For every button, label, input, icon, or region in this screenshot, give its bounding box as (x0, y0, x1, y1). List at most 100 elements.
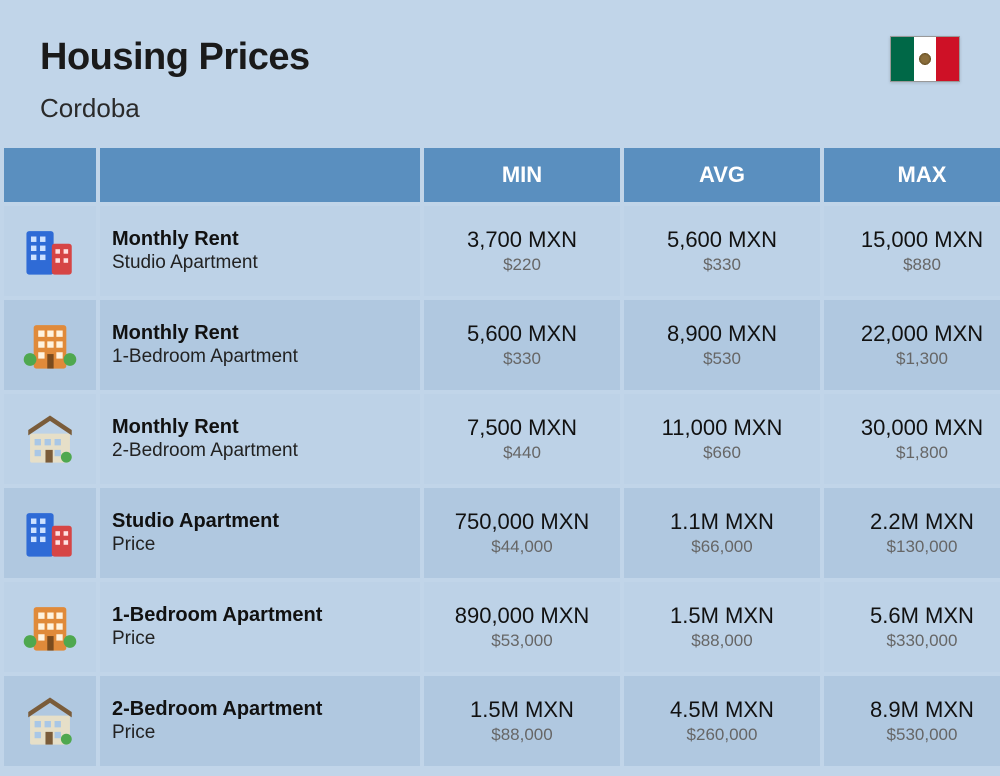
row-title: 2-Bedroom Apartment (112, 697, 408, 721)
value-usd: $330 (436, 349, 608, 369)
value-mxn: 11,000 MXN (636, 415, 808, 441)
value-usd: $1,800 (836, 443, 1000, 463)
row-icon-cell (4, 582, 96, 672)
cell-max: 2.2M MXN $130,000 (824, 488, 1000, 578)
value-mxn: 1.5M MXN (436, 697, 608, 723)
table-row: Studio Apartment Price 750,000 MXN $44,0… (4, 488, 1000, 578)
row-subtitle: Price (112, 627, 408, 651)
row-subtitle: Studio Apartment (112, 251, 408, 275)
row-label-cell: 2-Bedroom Apartment Price (100, 676, 420, 766)
value-mxn: 4.5M MXN (636, 697, 808, 723)
buildings-blue-red-icon (19, 504, 81, 562)
value-mxn: 2.2M MXN (836, 509, 1000, 535)
mexico-flag-icon (890, 36, 960, 82)
row-subtitle: Price (112, 721, 408, 745)
value-usd: $66,000 (636, 537, 808, 557)
value-usd: $88,000 (636, 631, 808, 651)
cell-avg: 4.5M MXN $260,000 (624, 676, 820, 766)
cell-max: 22,000 MXN $1,300 (824, 300, 1000, 390)
value-usd: $440 (436, 443, 608, 463)
value-mxn: 5,600 MXN (636, 227, 808, 253)
value-usd: $880 (836, 255, 1000, 275)
value-usd: $260,000 (636, 725, 808, 745)
page-subtitle: Cordoba (40, 93, 960, 124)
cell-avg: 11,000 MXN $660 (624, 394, 820, 484)
cell-max: 8.9M MXN $530,000 (824, 676, 1000, 766)
page-header: Housing Prices Cordoba (0, 0, 1000, 144)
value-mxn: 750,000 MXN (436, 509, 608, 535)
row-title: 1-Bedroom Apartment (112, 603, 408, 627)
row-icon-cell (4, 394, 96, 484)
housing-prices-table: MIN AVG MAX Monthly Rent Studio Apartmen… (0, 144, 1000, 770)
col-header-max: MAX (824, 148, 1000, 202)
row-label-cell: Monthly Rent 2-Bedroom Apartment (100, 394, 420, 484)
cell-avg: 1.5M MXN $88,000 (624, 582, 820, 672)
value-mxn: 1.1M MXN (636, 509, 808, 535)
row-subtitle: 1-Bedroom Apartment (112, 345, 408, 369)
row-icon-cell (4, 206, 96, 296)
value-mxn: 5.6M MXN (836, 603, 1000, 629)
table-row: Monthly Rent 2-Bedroom Apartment 7,500 M… (4, 394, 1000, 484)
value-usd: $53,000 (436, 631, 608, 651)
buildings-blue-red-icon (19, 222, 81, 280)
table-header-row: MIN AVG MAX (4, 148, 1000, 202)
value-usd: $44,000 (436, 537, 608, 557)
row-icon-cell (4, 676, 96, 766)
row-label-cell: Studio Apartment Price (100, 488, 420, 578)
row-subtitle: Price (112, 533, 408, 557)
col-header-min: MIN (424, 148, 620, 202)
row-title: Monthly Rent (112, 227, 408, 251)
value-mxn: 890,000 MXN (436, 603, 608, 629)
row-label-cell: 1-Bedroom Apartment Price (100, 582, 420, 672)
cell-avg: 1.1M MXN $66,000 (624, 488, 820, 578)
row-subtitle: 2-Bedroom Apartment (112, 439, 408, 463)
table-row: 1-Bedroom Apartment Price 890,000 MXN $5… (4, 582, 1000, 672)
row-title: Studio Apartment (112, 509, 408, 533)
value-usd: $330 (636, 255, 808, 275)
table-row: Monthly Rent Studio Apartment 3,700 MXN … (4, 206, 1000, 296)
row-title: Monthly Rent (112, 415, 408, 439)
house-beige-icon (19, 692, 81, 750)
value-usd: $530 (636, 349, 808, 369)
cell-min: 890,000 MXN $53,000 (424, 582, 620, 672)
value-usd: $220 (436, 255, 608, 275)
value-usd: $130,000 (836, 537, 1000, 557)
cell-avg: 8,900 MXN $530 (624, 300, 820, 390)
table-row: Monthly Rent 1-Bedroom Apartment 5,600 M… (4, 300, 1000, 390)
cell-max: 15,000 MXN $880 (824, 206, 1000, 296)
value-mxn: 7,500 MXN (436, 415, 608, 441)
cell-min: 7,500 MXN $440 (424, 394, 620, 484)
row-label-cell: Monthly Rent 1-Bedroom Apartment (100, 300, 420, 390)
building-orange-icon (19, 598, 81, 656)
page-title: Housing Prices (40, 36, 960, 79)
value-usd: $660 (636, 443, 808, 463)
row-title: Monthly Rent (112, 321, 408, 345)
table-row: 2-Bedroom Apartment Price 1.5M MXN $88,0… (4, 676, 1000, 766)
cell-min: 3,700 MXN $220 (424, 206, 620, 296)
value-mxn: 3,700 MXN (436, 227, 608, 253)
col-header-blank-label (100, 148, 420, 202)
value-usd: $530,000 (836, 725, 1000, 745)
value-mxn: 15,000 MXN (836, 227, 1000, 253)
cell-min: 1.5M MXN $88,000 (424, 676, 620, 766)
row-icon-cell (4, 300, 96, 390)
row-icon-cell (4, 488, 96, 578)
value-mxn: 30,000 MXN (836, 415, 1000, 441)
cell-min: 750,000 MXN $44,000 (424, 488, 620, 578)
col-header-blank-icon (4, 148, 96, 202)
value-mxn: 1.5M MXN (636, 603, 808, 629)
cell-max: 30,000 MXN $1,800 (824, 394, 1000, 484)
value-mxn: 8.9M MXN (836, 697, 1000, 723)
cell-max: 5.6M MXN $330,000 (824, 582, 1000, 672)
house-beige-icon (19, 410, 81, 468)
value-usd: $330,000 (836, 631, 1000, 651)
value-mxn: 8,900 MXN (636, 321, 808, 347)
value-usd: $1,300 (836, 349, 1000, 369)
value-mxn: 5,600 MXN (436, 321, 608, 347)
cell-min: 5,600 MXN $330 (424, 300, 620, 390)
col-header-avg: AVG (624, 148, 820, 202)
row-label-cell: Monthly Rent Studio Apartment (100, 206, 420, 296)
value-usd: $88,000 (436, 725, 608, 745)
building-orange-icon (19, 316, 81, 374)
cell-avg: 5,600 MXN $330 (624, 206, 820, 296)
